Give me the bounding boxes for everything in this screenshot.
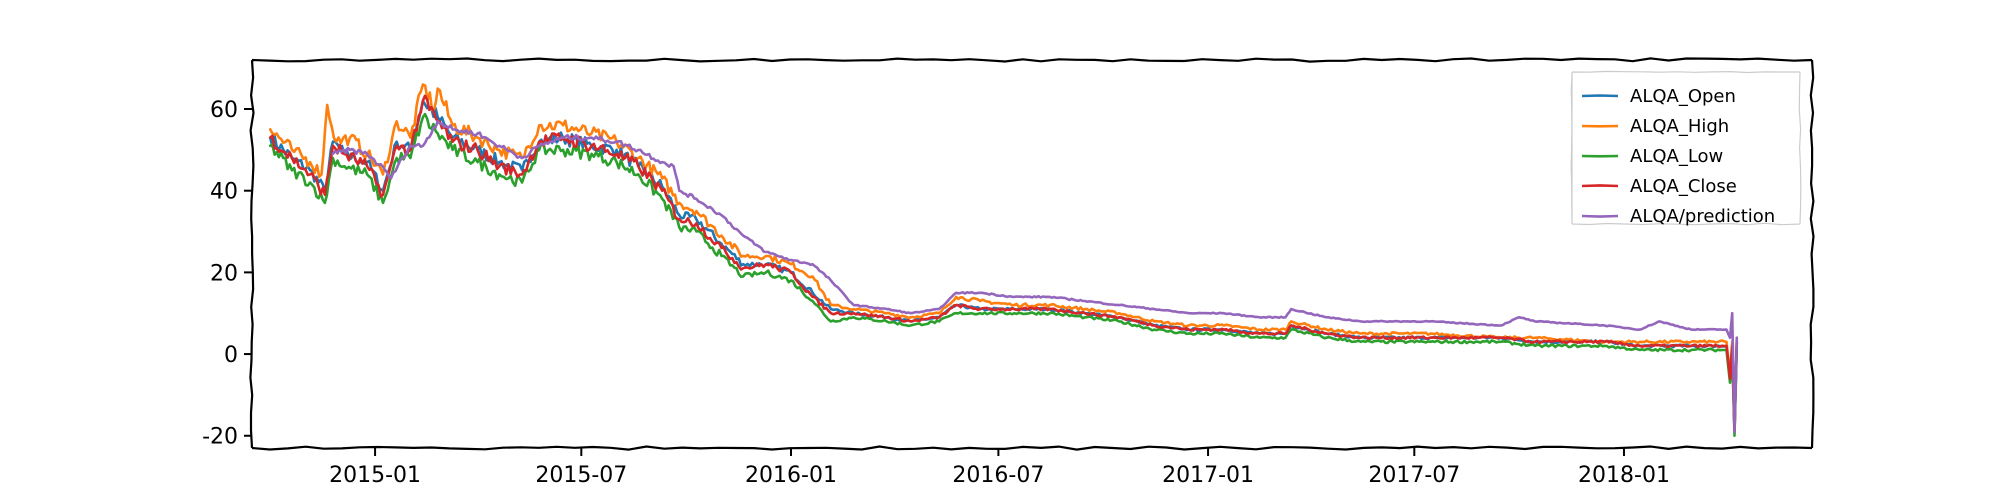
x-tick-label: 2015-01 <box>329 463 421 488</box>
y-tick-label: 0 <box>224 343 238 368</box>
series-line-alqa-prediction <box>333 121 1737 431</box>
legend-swatch <box>1582 96 1618 97</box>
legend-label: ALQA/prediction <box>1630 206 1775 227</box>
x-tick-label: 2017-07 <box>1368 463 1460 488</box>
legend-item: ALQA_High <box>1582 116 1729 137</box>
x-tick-label: 2015-07 <box>535 463 627 488</box>
legend-label: ALQA_Open <box>1630 86 1736 107</box>
series-layer <box>270 85 1737 436</box>
x-tick-label: 2018-01 <box>1578 463 1670 488</box>
y-tick-label: 40 <box>210 180 238 205</box>
legend-label: ALQA_High <box>1630 116 1729 137</box>
plot-frame <box>250 58 1813 449</box>
x-tick-label: 2016-01 <box>745 463 837 488</box>
y-tick-label: 20 <box>210 261 238 286</box>
x-tick-label: 2017-01 <box>1162 463 1254 488</box>
legend-swatch <box>1582 216 1618 217</box>
y-tick-label: -20 <box>202 425 238 450</box>
series-line-alqa-high <box>270 85 1737 428</box>
legend-item: ALQA_Low <box>1582 146 1723 167</box>
x-tick-label: 2016-07 <box>952 463 1044 488</box>
legend-item: ALQA_Close <box>1582 176 1737 197</box>
legend: ALQA_Open ALQA_High ALQA_Low ALQA_Close ALQA… <box>1571 71 1801 227</box>
axis-layer: -20 0 20 40 60 2015-01 2015-07 2016-01 2016-07 20… <box>202 98 1670 488</box>
legend-item: ALQA_Open <box>1582 86 1736 107</box>
legend-label: ALQA_Close <box>1630 176 1737 197</box>
legend-swatch <box>1582 185 1618 186</box>
legend-items: ALQA_Open ALQA_High ALQA_Low ALQA_Close ALQA… <box>1582 86 1775 227</box>
y-tick-label: 60 <box>210 98 238 123</box>
legend-label: ALQA_Low <box>1630 146 1723 167</box>
